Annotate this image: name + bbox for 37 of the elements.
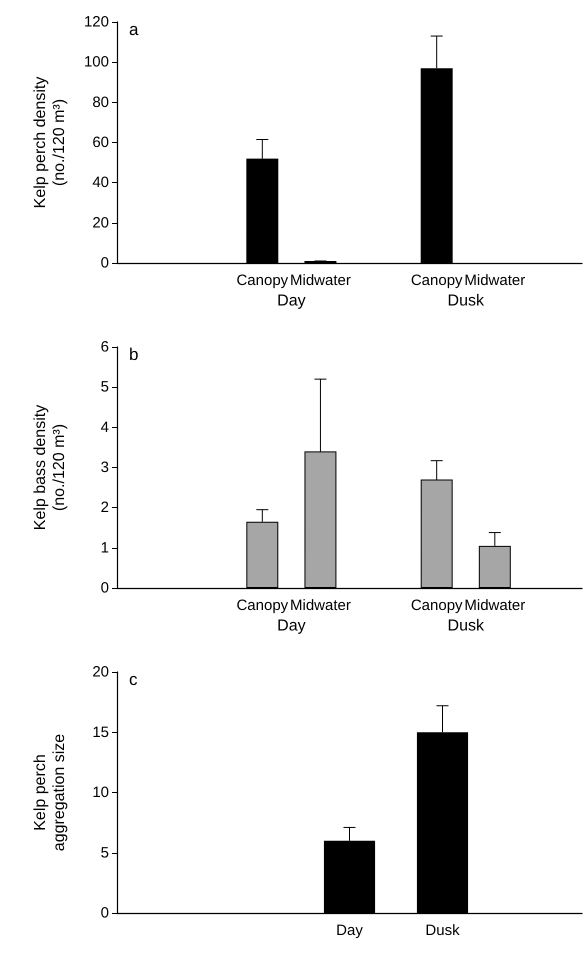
y-tick-label: 5 (100, 378, 109, 396)
y-tick-label: 6 (100, 338, 109, 356)
y-tick-label: 120 (84, 14, 109, 30)
y-tick-label: 15 (92, 724, 109, 741)
chart-title: a (129, 20, 139, 39)
x-tick-label: Midwater (290, 272, 351, 289)
x-tick-label: Midwater (464, 597, 526, 614)
y-tick-label: 20 (92, 664, 109, 680)
y-tick-label: 3 (100, 459, 109, 476)
y-axis-title: Kelp bass density (no./120 m³) (32, 404, 68, 530)
text: Dusk (448, 292, 485, 310)
x-tick-label: Midwater (464, 272, 526, 289)
x-tick-label: Canopy (236, 272, 289, 289)
chart-title: b (129, 345, 138, 364)
y-tick-label: 1 (100, 539, 109, 556)
y-tick-label: 80 (92, 94, 109, 111)
text: Day (277, 292, 306, 310)
y-tick-label: 0 (100, 254, 109, 272)
y-tick-label: 100 (84, 54, 109, 71)
x-tick-label: Canopy (410, 597, 464, 614)
y-tick-label: 10 (92, 784, 109, 801)
y-tick-label: 40 (92, 174, 109, 192)
y-tick-label: 2 (100, 499, 109, 516)
y-tick-label: 60 (92, 134, 109, 151)
x-tick-label: Canopy (236, 597, 289, 614)
y-tick-label: 4 (100, 418, 109, 436)
y-tick-label: 0 (100, 904, 109, 922)
text: Dusk (448, 618, 485, 634)
y-tick-label: 5 (100, 844, 109, 862)
x-tick-label: Midwater (290, 597, 351, 614)
y-tick-label: 20 (92, 214, 109, 232)
chart-title: c (129, 670, 138, 689)
text: Day (277, 618, 306, 634)
y-tick-label: 0 (100, 580, 109, 596)
x-tick-label: Canopy (410, 272, 464, 289)
y-axis-title: Kelp perch aggregation size (32, 734, 68, 852)
y-axis-title: Kelp perch density (no./120 m³) (32, 76, 68, 208)
